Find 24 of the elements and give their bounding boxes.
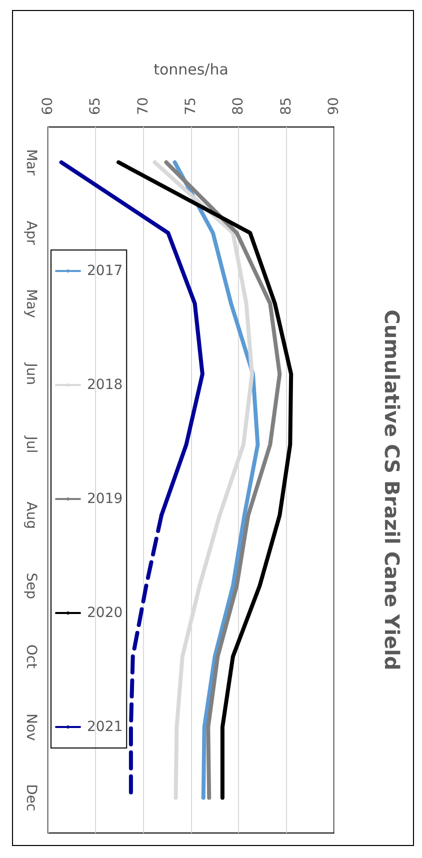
legend-label: 2018 — [87, 377, 123, 393]
x-tick-label: 65 — [88, 97, 104, 115]
legend-label: 2020 — [87, 605, 123, 621]
y-tick-label: Apr — [23, 220, 39, 246]
x-axis-title: tonnes/ha — [154, 60, 228, 78]
y-tick-label: Mar — [23, 149, 39, 176]
x-tick-label: 85 — [278, 97, 294, 115]
y-tick-label: Nov — [23, 713, 39, 741]
y-tick-label: Jun — [23, 362, 39, 386]
x-tick-label: 75 — [183, 97, 199, 115]
y-tick-label: Jul — [23, 435, 39, 454]
y-tick-label: Dec — [23, 784, 39, 812]
x-tick-label: 70 — [135, 97, 152, 115]
y-tick-label: May — [23, 289, 39, 318]
y-tick-label: Sep — [23, 572, 39, 600]
y-tick-label: Oct — [23, 644, 39, 670]
legend-label: 2017 — [87, 263, 123, 279]
text: Cumulative CS Brazil Cane Yield — [380, 310, 404, 670]
legend-label: 2019 — [87, 491, 123, 507]
x-tick-label: 80 — [230, 97, 247, 115]
x-tick-label: 90 — [326, 97, 342, 115]
y-tick-label: Aug — [23, 502, 39, 529]
x-tick-label: 60 — [40, 97, 56, 115]
legend-label: 2021 — [87, 719, 123, 735]
